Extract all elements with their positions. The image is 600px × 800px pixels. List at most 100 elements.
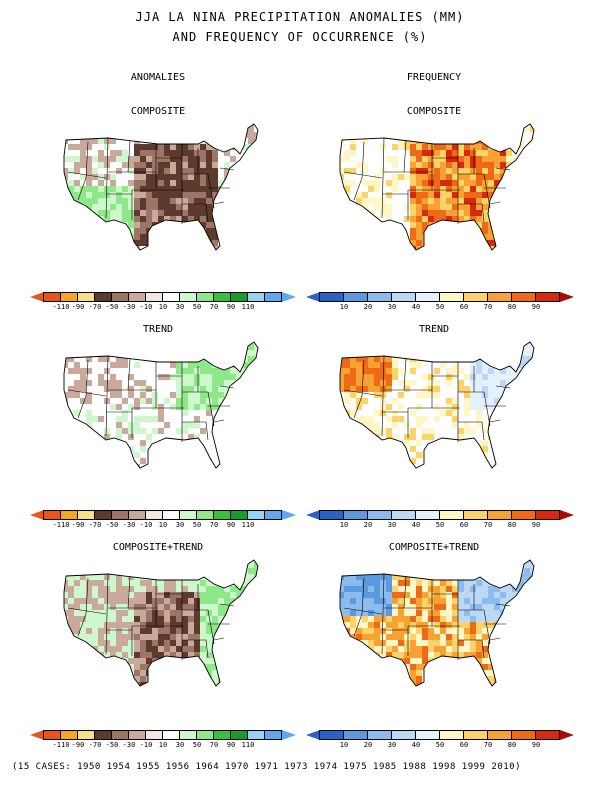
us-outline: [63, 123, 259, 251]
state-boundary: [182, 421, 209, 441]
colorbar-swatch: [43, 292, 61, 302]
panel-label: COMPOSITE+TREND: [388, 542, 480, 553]
colorbar-right-arrow: [560, 510, 574, 520]
colorbar-swatch: [415, 510, 440, 520]
colorbar-swatch: [145, 292, 163, 302]
colorbar-tick-label: -30: [122, 741, 136, 749]
state-boundary: [404, 171, 433, 191]
colorbar-swatch: [162, 510, 180, 520]
colorbar-tick-label: 40: [411, 741, 421, 749]
colorbar-swatch: [439, 510, 464, 520]
colorbar-tick-label: -30: [122, 521, 136, 529]
state-boundary: [404, 389, 433, 409]
colorbar-swatch: [111, 292, 129, 302]
colorbar-swatch: [264, 730, 282, 740]
colorbar-swatch: [247, 292, 265, 302]
cases-footnote: (15 CASES: 1950 1954 1955 1956 1964 1970…: [12, 762, 521, 772]
us-outline: [339, 123, 535, 251]
colorbar-tick-label: -70: [88, 521, 102, 529]
colorbar-tick-label: 50: [192, 521, 202, 529]
colorbar-tick-label: 70: [209, 303, 219, 311]
colorbar-swatch: [535, 292, 560, 302]
colorbar-tick-label: -70: [88, 741, 102, 749]
colorbar-tick-label: -110: [52, 521, 70, 529]
map-panel-frequency-composite: COMPOSITE: [324, 104, 544, 274]
colorbar-swatch: [511, 730, 536, 740]
colorbar-frequency: 10 20 30 40 50 60 70 80 90: [306, 510, 576, 534]
us-map: [339, 559, 535, 687]
colorbar-swatch: [463, 510, 488, 520]
colorbar-tick-label: 90: [531, 303, 541, 311]
panel-label: COMPOSITE+TREND: [112, 542, 204, 553]
colorbar-swatch: [196, 730, 214, 740]
colorbar-tick-label: -70: [88, 303, 102, 311]
colorbar-tick-label: 30: [387, 303, 397, 311]
colorbar-swatch: [415, 292, 440, 302]
colorbar-tick-label: -10: [139, 521, 153, 529]
state-boundary: [67, 389, 107, 397]
colorbar-swatch: [487, 730, 512, 740]
state-boundary: [213, 637, 225, 641]
precip-grid: [340, 560, 534, 686]
colorbar-tick-label: 30: [175, 303, 185, 311]
state-boundary: [128, 389, 157, 409]
state-boundary: [219, 385, 235, 389]
panel-label: TREND: [418, 324, 450, 335]
colorbar-swatch: [535, 510, 560, 520]
colorbar-tick-label: 30: [387, 741, 397, 749]
colorbar-tick-label: 10: [339, 521, 349, 529]
colorbar-swatch: [60, 730, 78, 740]
colorbar-swatch: [415, 730, 440, 740]
colorbar-tick-label: 40: [411, 303, 421, 311]
colorbar-tick-label: -90: [71, 303, 85, 311]
map-panel-anomaly-trend: TREND: [48, 322, 268, 492]
colorbar-swatch: [264, 292, 282, 302]
colorbar-tick-label: 80: [507, 741, 517, 749]
colorbar-swatch: [247, 730, 265, 740]
state-boundary: [353, 141, 365, 201]
colorbar-tick-label: 10: [339, 741, 349, 749]
state-boundary: [458, 421, 485, 441]
colorbar-tick-label: -110: [52, 741, 70, 749]
colorbar-swatch: [145, 730, 163, 740]
colorbar-tick-label: -10: [139, 303, 153, 311]
colorbar-swatch: [230, 730, 248, 740]
colorbar-swatch: [343, 730, 368, 740]
colorbar-swatch: [179, 292, 197, 302]
colorbar-tick-label: 70: [483, 741, 493, 749]
colorbar-swatch: [319, 292, 344, 302]
state-boundary: [343, 389, 383, 397]
colorbar-swatch: [196, 292, 214, 302]
us-outline: [339, 341, 535, 469]
colorbar-swatch: [319, 730, 344, 740]
colorbar-tick-label: 30: [387, 521, 397, 529]
colorbar-swatch: [367, 510, 392, 520]
colorbar-tick-label: -30: [122, 303, 136, 311]
colorbar-tick-label: 90: [531, 741, 541, 749]
colorbar-tick-label: 60: [459, 521, 469, 529]
colorbar-tick-label: 20: [363, 521, 373, 529]
colorbar-swatch: [367, 730, 392, 740]
colorbar-swatch: [439, 730, 464, 740]
colorbar-swatch: [343, 510, 368, 520]
state-boundary: [353, 577, 365, 637]
precip-grid: [340, 342, 534, 468]
colorbar-tick-label: -50: [105, 741, 119, 749]
colorbar-left-arrow: [30, 730, 44, 740]
state-boundary: [495, 167, 511, 171]
colorbar-swatch: [511, 510, 536, 520]
colorbar-tick-label: 30: [175, 521, 185, 529]
colorbar-swatch: [213, 730, 231, 740]
colorbar-left-arrow: [30, 292, 44, 302]
state-boundary: [458, 639, 485, 659]
colorbar-tick-label: 110: [241, 741, 255, 749]
state-boundary: [67, 171, 107, 179]
colorbar-swatch: [111, 510, 129, 520]
precip-grid: [64, 342, 258, 468]
state-boundary: [489, 637, 501, 641]
colorbar-swatch: [391, 730, 416, 740]
state-boundary: [128, 607, 157, 627]
colorbar-tick-label: 60: [459, 303, 469, 311]
colorbar-swatch: [196, 510, 214, 520]
colorbar-tick-label: 90: [226, 303, 236, 311]
